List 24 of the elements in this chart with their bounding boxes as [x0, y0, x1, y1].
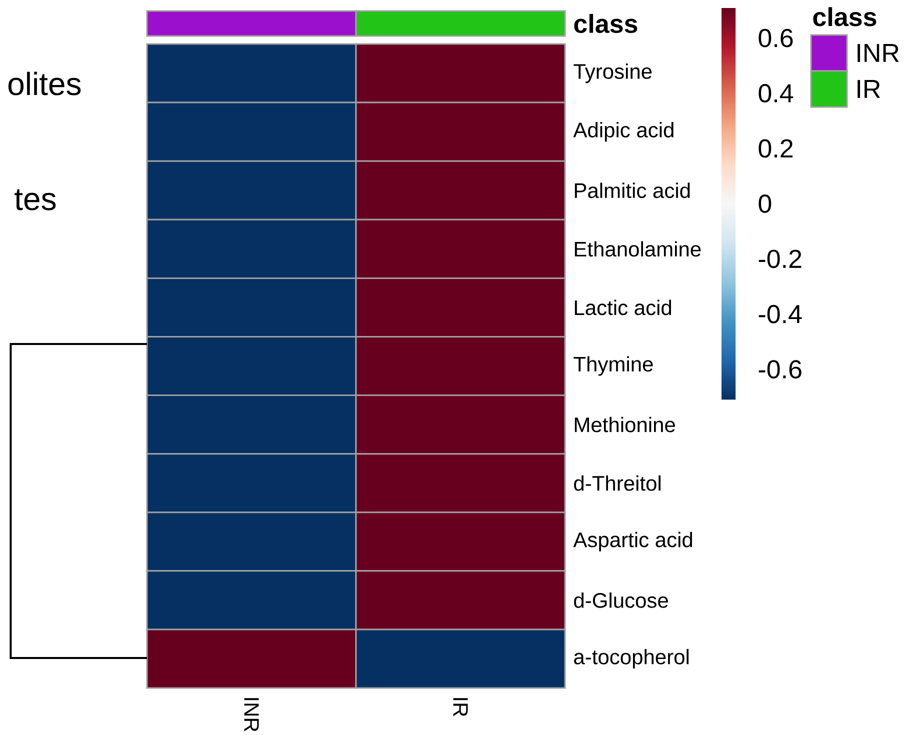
color-bar-label: 0.2 [758, 139, 793, 158]
color-bar-label: 0 [758, 194, 772, 213]
color-bar-label: -0.4 [758, 304, 802, 324]
text: tes [14, 189, 56, 210]
legend-label: IR [858, 80, 880, 98]
y-tick-label: Tyrosine [574, 63, 652, 84]
text: class [574, 14, 638, 34]
color-bar-label: 0.6 [758, 28, 793, 48]
y-tick-label: Methionine [574, 416, 675, 432]
y-tick-label: Palmitic acid [574, 182, 690, 198]
legend-label: INR [858, 44, 899, 62]
legend-title: class [813, 7, 876, 26]
color-bar-label: -0.6 [758, 360, 802, 379]
y-tick-label: Adipic acid [573, 122, 674, 142]
y-tick-label: d-Glucose [574, 592, 668, 608]
color-bar-label: 0.4 [758, 84, 794, 102]
text: olites [8, 72, 81, 96]
y-tick-label: Ethanolamine [574, 241, 701, 257]
y-tick-label: a-tocopherol [574, 648, 689, 669]
y-tick-label: Aspartic acid [573, 532, 692, 552]
y-tick-label: Thymine [574, 356, 653, 376]
y-tick-label: d-Threitol [574, 475, 660, 491]
y-tick-label: Lactic acid [574, 300, 672, 316]
color-bar-label: -0.2 [758, 250, 802, 268]
